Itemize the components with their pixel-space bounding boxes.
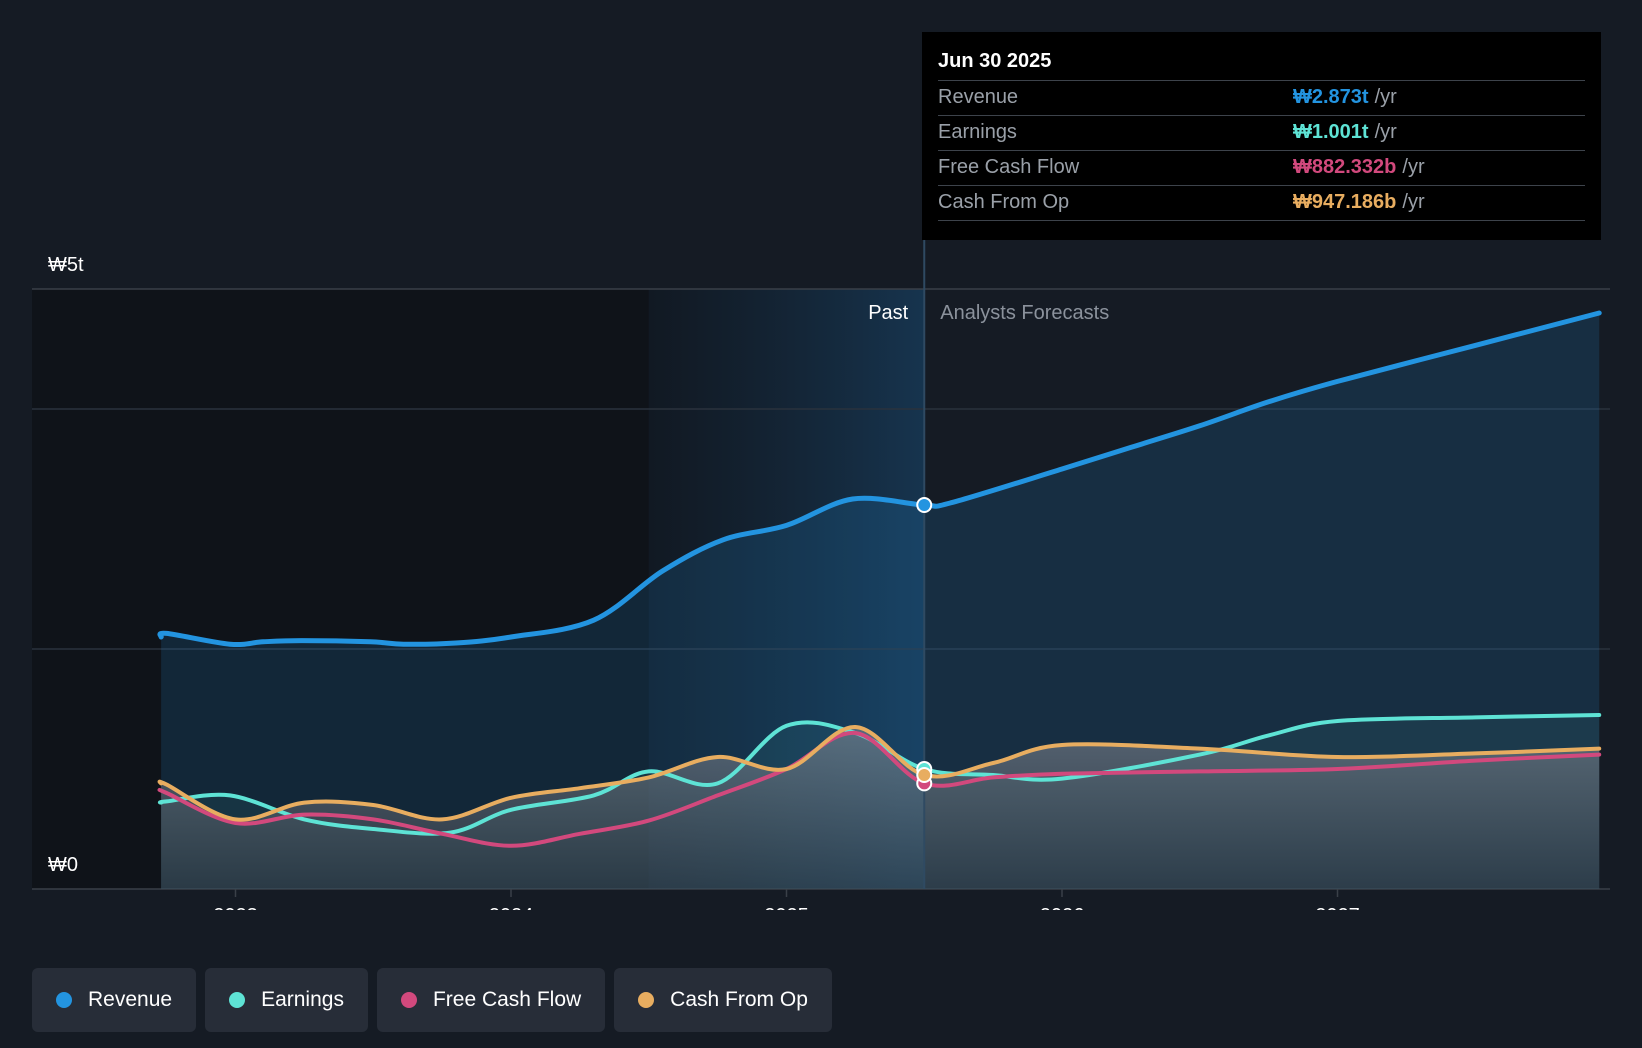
tooltip-fcf-unit: /yr — [1402, 156, 1425, 178]
chart-area: 2023 2024 2025 2026 2027 ₩5t ₩0 Past Analyst… — [32, 240, 1610, 910]
legend-item-earnings[interactable]: Earnings — [205, 968, 368, 1032]
earnings-dot-icon — [229, 992, 246, 1008]
legend-item-cash-from-op[interactable]: Cash From Op — [614, 968, 832, 1032]
y-axis-max-label: ₩5t — [48, 254, 84, 276]
cash-from-op-dot-icon — [638, 992, 655, 1008]
x-tick-label: 2024 — [489, 905, 534, 910]
tooltip-date: Jun 30 2025 — [938, 46, 1585, 81]
tooltip-cfo-value: ₩947.186b — [1293, 191, 1397, 213]
legend-label-free-cash-flow: Free Cash Flow — [432, 988, 582, 1011]
legend-label-cash-from-op: Cash From Op — [670, 988, 808, 1011]
tooltip-revenue-unit: /yr — [1374, 86, 1397, 108]
revenue-line — [157, 310, 1602, 648]
tooltip-row-fcf: Free Cash Flow ₩882.332b /yr — [938, 151, 1585, 186]
cfo-line — [157, 724, 1602, 822]
tooltip-row-cfo: Cash From Op ₩947.186b /yr — [938, 186, 1585, 221]
tooltip-revenue-name: Revenue — [938, 86, 1019, 108]
tooltip-row-revenue: Revenue ₩2.873t /yr — [938, 81, 1585, 116]
tooltip-earnings-unit: /yr — [1374, 121, 1397, 143]
tooltip-cfo-name: Cash From Op — [938, 191, 1070, 213]
tooltip-cfo-unit: /yr — [1402, 191, 1425, 213]
y-axis-min-label: ₩0 — [48, 854, 78, 876]
legend-item-revenue[interactable]: Revenue — [32, 968, 197, 1032]
tooltip-row-earnings: Earnings ₩1.001t /yr — [938, 116, 1585, 151]
revenue-marker[interactable] — [916, 497, 933, 513]
tooltip-revenue-value: ₩2.873t — [1293, 86, 1369, 108]
tooltip: Jun 30 2025 Revenue ₩2.873t /yr Earnings… — [922, 32, 1601, 240]
tooltip-earnings-value: ₩1.001t — [1293, 121, 1369, 143]
legend-label-earnings: Earnings — [261, 988, 344, 1011]
legend: Revenue Earnings Free Cash Flow Cash Fro… — [32, 968, 832, 1032]
x-tick-label: 2025 — [764, 905, 809, 910]
past-label: Past — [868, 302, 908, 324]
revenue-dot-icon — [56, 992, 72, 1008]
x-tick-label: 2026 — [1040, 905, 1085, 910]
fcf-line — [157, 730, 1602, 848]
cash-from-op-area — [159, 726, 1600, 889]
x-tick-label: 2023 — [213, 905, 258, 910]
earnings-line — [157, 713, 1602, 836]
tooltip-earnings-name: Earnings — [938, 121, 1017, 143]
free-cash-flow-dot-icon — [400, 992, 417, 1008]
tooltip-fcf-name: Free Cash Flow — [938, 156, 1080, 178]
cfo-marker[interactable] — [916, 767, 933, 783]
analysts-forecasts-label: Analysts Forecasts — [940, 302, 1109, 324]
x-tick-label: 2027 — [1315, 905, 1360, 910]
legend-item-free-cash-flow[interactable]: Free Cash Flow — [376, 968, 606, 1032]
legend-label-revenue: Revenue — [88, 988, 173, 1011]
tooltip-fcf-value: ₩882.332b — [1293, 156, 1397, 178]
